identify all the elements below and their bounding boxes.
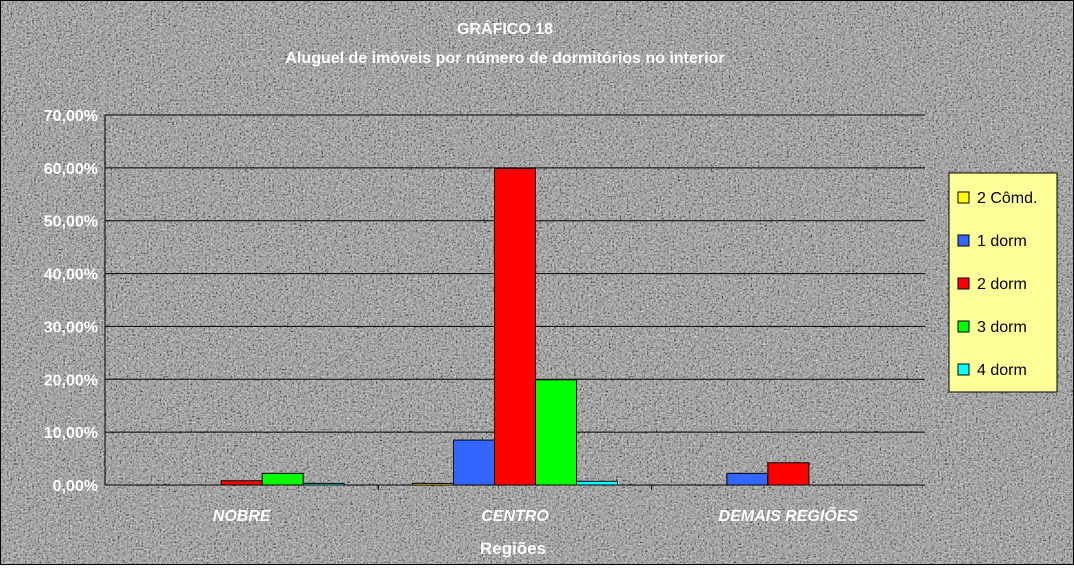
chart-subtitle: Aluguel de imóveis por número de dormitó…: [285, 50, 724, 67]
bars: [220, 167, 810, 486]
legend-label: 2 Cômd.: [977, 190, 1037, 207]
y-tick-label: 30,00%: [44, 319, 98, 336]
x-tick-label: DEMAIS REGIÕES: [719, 505, 859, 525]
legend-label: 2 dorm: [977, 276, 1027, 293]
legend-label: 1 dorm: [977, 233, 1027, 250]
y-tick-label: 20,00%: [44, 372, 98, 389]
bar-2-dorm: [767, 462, 810, 486]
axes: 0,00% 10,00% 20,00% 30,00% 40,00% 50,00% 60,00…: [44, 108, 925, 525]
y-tick-label: 70,00%: [44, 108, 98, 125]
x-tick-label: CENTRO: [481, 508, 549, 525]
legend-label: 4 dorm: [977, 362, 1027, 379]
bar-3-dorm: [261, 472, 304, 486]
legend: 2 Cômd. 1 dorm 2 dorm 3 dorm 4 dorm: [948, 172, 1058, 393]
bar-2-dorm: [220, 480, 263, 486]
y-tick-label: 40,00%: [44, 267, 98, 284]
bar-2-dorm: [494, 167, 536, 486]
y-tick-label: 10,00%: [44, 425, 98, 442]
y-tick-label: 0,00%: [53, 478, 98, 495]
legend-swatch: [957, 277, 970, 290]
bar-1-dorm: [726, 472, 769, 486]
y-tick-label: 50,00%: [44, 214, 98, 231]
x-tick-label: NOBRE: [213, 508, 272, 525]
legend-swatch: [957, 363, 970, 376]
x-axis-label: Regiões: [480, 539, 546, 558]
legend-swatch: [957, 320, 970, 333]
legend-label: 3 dorm: [977, 319, 1027, 336]
legend-swatch: [957, 234, 970, 247]
bar-1-dorm: [453, 439, 495, 486]
bar-4-dorm: [576, 480, 618, 486]
y-tick-label: 60,00%: [44, 161, 98, 178]
bar-3-dorm: [535, 379, 577, 486]
legend-swatch: [957, 191, 970, 204]
chart-title: GRÁFICO 18: [457, 19, 553, 38]
